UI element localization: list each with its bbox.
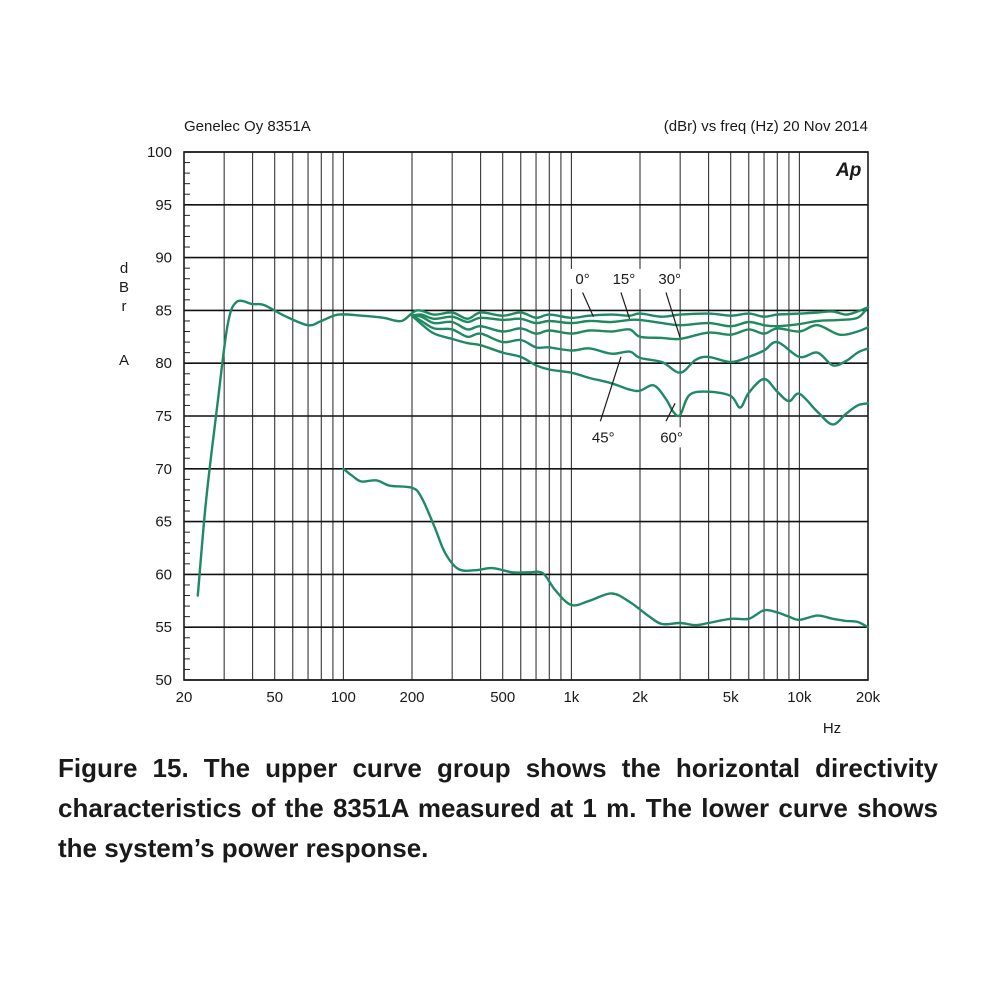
- y-tick-label: 70: [155, 461, 172, 478]
- annotations: 0° 15° 30° 45° 60°: [564, 268, 690, 448]
- x-tick-label: 10k: [787, 689, 812, 706]
- annotation-label: 60°: [660, 429, 683, 446]
- annotation-bg: [651, 268, 688, 289]
- x-tick-label: 50: [266, 689, 283, 706]
- series-line-45deg: [410, 314, 870, 374]
- chart-header-right: (dBr) vs freq (Hz) 20 Nov 2014: [663, 118, 868, 135]
- y-tick-label: 85: [155, 302, 172, 319]
- x-axis-label: Hz: [823, 720, 841, 737]
- annotation-bg: [585, 427, 622, 448]
- y-tick-label: 50: [155, 672, 172, 689]
- annotation-leader: [599, 356, 622, 422]
- series-line-0deg: [196, 299, 870, 597]
- series-line-15deg: [410, 306, 870, 328]
- series-group: [196, 299, 870, 629]
- chart-header-left: Genelec Oy 8351A: [184, 118, 311, 135]
- y-tick-label: 80: [155, 355, 172, 372]
- y-axis-label-a: A: [118, 352, 129, 369]
- annotation-label: 15°: [613, 271, 636, 288]
- figure-caption: Figure 15. The upper curve group shows t…: [58, 753, 938, 863]
- minor-ticks: [184, 162, 190, 670]
- y-tick-labels: 50 55 60 65 70 75 80 85 90 95 100: [147, 144, 172, 689]
- x-tick-labels: 20 50 100 200 500 1k 2k 5k 10k 20k: [176, 689, 881, 706]
- annotation-label: 30°: [658, 271, 681, 288]
- x-tick-label: 20k: [856, 689, 881, 706]
- x-tick-label: 5k: [723, 689, 739, 706]
- x-tick-label: 1k: [563, 689, 579, 706]
- x-tick-label: 20: [176, 689, 193, 706]
- annotation-bg: [653, 427, 690, 448]
- x-tick-label: 2k: [632, 689, 648, 706]
- y-tick-label: 75: [155, 408, 172, 425]
- x-tick-label: 500: [490, 689, 515, 706]
- annotation-leader: [665, 292, 681, 339]
- ap-logo: Ap: [835, 160, 861, 181]
- annotation-label: 0°: [575, 271, 589, 288]
- x-tick-label: 200: [399, 689, 424, 706]
- annotation-leader: [665, 403, 676, 422]
- y-tick-label: 55: [155, 619, 172, 636]
- y-axis-label-r: r: [121, 298, 127, 315]
- y-tick-label: 95: [155, 197, 172, 214]
- x-tick-label: 100: [331, 689, 356, 706]
- annotation-bg: [605, 268, 642, 289]
- annotation-label: 45°: [592, 429, 615, 446]
- y-tick-label: 90: [155, 250, 172, 267]
- annotation-leader: [582, 292, 595, 317]
- series-line-30deg: [410, 314, 870, 341]
- y-tick-label: 100: [147, 144, 172, 161]
- series-line-60deg: [410, 314, 870, 426]
- plot-frame: [183, 151, 869, 681]
- y-tick-label: 65: [155, 514, 172, 531]
- grid-lines: [184, 151, 868, 681]
- y-axis-label-d: d: [119, 260, 129, 277]
- annotation-leader: [620, 292, 631, 320]
- y-axis-label-b: B: [118, 279, 129, 296]
- power-response-line: [342, 467, 870, 629]
- annotation-bg: [564, 268, 601, 289]
- y-tick-label: 60: [155, 566, 172, 583]
